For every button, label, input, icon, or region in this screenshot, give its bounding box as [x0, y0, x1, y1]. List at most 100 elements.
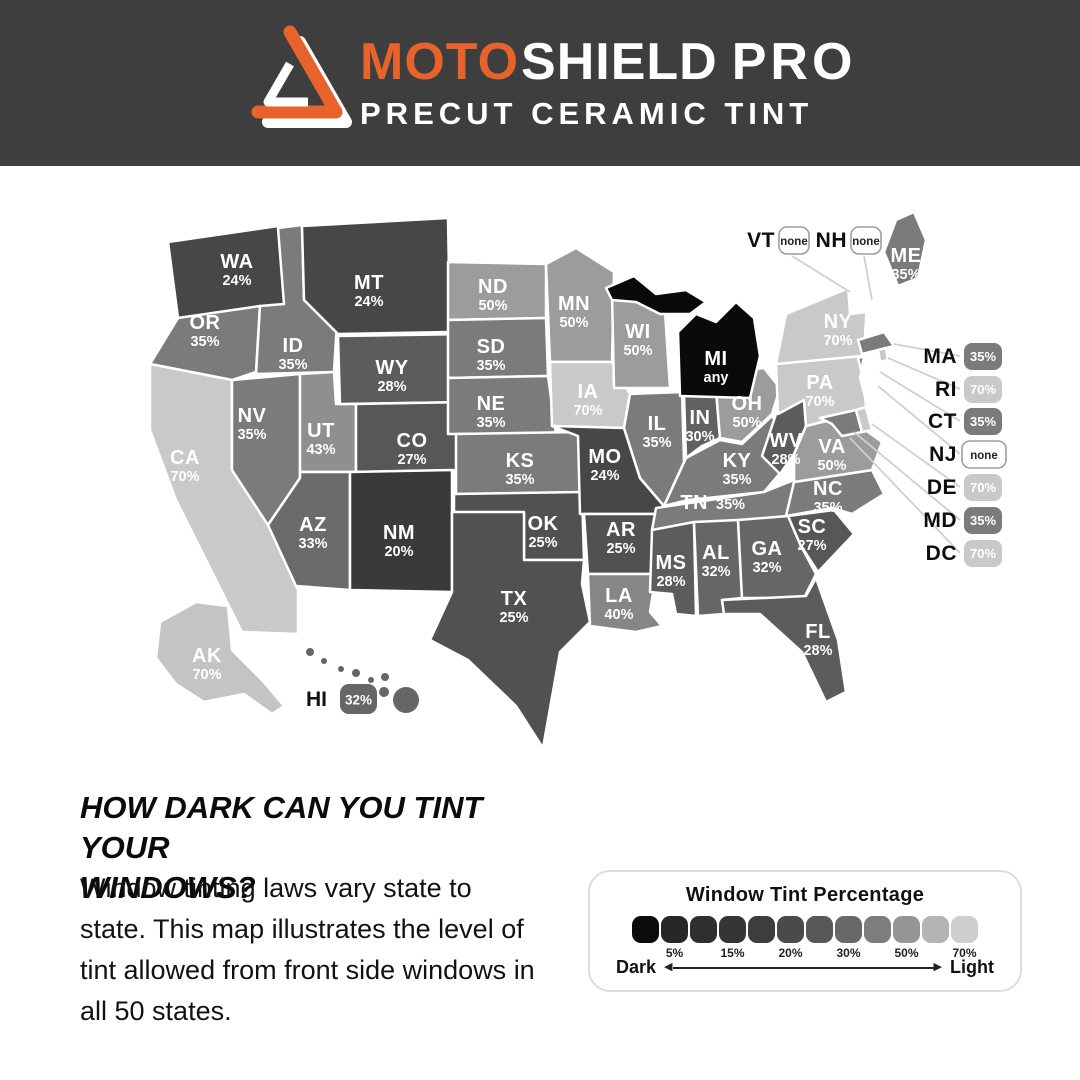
state-hi-island [381, 673, 389, 681]
state-label-nd: ND [478, 276, 508, 298]
state-label-pa: PA [806, 372, 833, 394]
legend-swatch-2 [690, 916, 717, 943]
callout-badge-dc-value: 70% [970, 546, 996, 561]
legend-swatch-11 [951, 916, 978, 943]
state-badge-hi [340, 684, 377, 714]
brand-name: MOTOSHIELD PRO [360, 36, 856, 88]
state-label-ia: IA [578, 381, 599, 403]
state-label-ks: KS [506, 450, 535, 472]
state-label-mt: MT [354, 272, 384, 294]
callout-badge-ma [964, 343, 1002, 370]
state-label-tn: TN [680, 492, 708, 514]
state-label-me: ME [891, 245, 922, 267]
state-label-va-value: 50% [817, 458, 846, 474]
state-label-wi-value: 50% [623, 343, 652, 359]
state-hi-island [379, 687, 389, 697]
callout-vt: VT [747, 229, 775, 252]
callout-leader-line [871, 423, 961, 488]
state-label-sc: SC [798, 516, 827, 538]
state-label-ar: AR [606, 519, 636, 541]
state-label-nc: NC [813, 478, 843, 500]
footer-heading: HOW DARK CAN YOU TINT YOUR WINDOWS? [80, 788, 560, 908]
state-label-ms: MS [656, 552, 687, 574]
state-ak [154, 600, 286, 716]
state-label-fl: FL [805, 621, 830, 643]
callout-md: MD [923, 509, 957, 532]
callout-badge-ct [964, 408, 1002, 435]
callout-leader-line [887, 357, 961, 390]
state-label-wv: WV [769, 430, 802, 452]
state-label-ca-value: 70% [170, 469, 199, 485]
callout-ma: MA [923, 345, 957, 368]
state-mi-upper [604, 274, 708, 316]
state-label-sd-value: 35% [476, 358, 505, 374]
brand-subtitle: PRECUT CERAMIC TINT [360, 96, 814, 131]
legend-scale-row: Dark ◀ ▶ Light [616, 957, 994, 978]
state-mt [300, 216, 452, 336]
legend-swatch-5 [777, 916, 804, 943]
brand-name-moto: MOTO [360, 33, 520, 91]
state-label-fl-value: 28% [803, 643, 832, 659]
state-label-il-value: 35% [642, 435, 671, 451]
state-hi-island [368, 677, 374, 683]
state-label-ut: UT [307, 420, 335, 442]
state-label-mi-value: any [704, 370, 729, 386]
state-label-me-value: 35% [891, 267, 920, 283]
callout-badge-dc [964, 540, 1002, 567]
state-ky [662, 414, 800, 508]
state-label-in: IN [690, 407, 711, 429]
tint-legend-card: Window Tint Percentage 5% 15% 20% 30% 50% 70%… [588, 870, 1022, 992]
legend-tick-7: 30% [836, 946, 861, 960]
state-label-ar-value: 25% [606, 541, 635, 557]
legend-tick-11: 70% [952, 946, 977, 960]
state-label-nm: NM [383, 522, 415, 544]
callout-leader-line [849, 437, 961, 554]
state-label-ok: OK [528, 513, 559, 535]
state-label-nv-value: 35% [237, 427, 266, 443]
state-label-nd-value: 50% [478, 298, 507, 314]
callout-badge-de [964, 474, 1002, 501]
state-md [818, 408, 864, 438]
us-tint-map: WA24%OR35%CA70%NV35%ID35%UT43%AZ33%MT24%… [148, 210, 1007, 750]
state-nh [860, 244, 890, 316]
state-label-or: OR [190, 312, 221, 334]
legend-title: Window Tint Percentage [685, 884, 925, 906]
callout-badge-md-value: 35% [970, 513, 996, 528]
state-label-nv: NV [238, 405, 267, 427]
state-label-ky: KY [723, 450, 752, 472]
callout-badge-vt [778, 226, 810, 255]
callout-leader-line [879, 371, 961, 422]
state-label-id-value: 35% [278, 357, 307, 373]
header-banner: MOTOSHIELD PRO PRECUT CERAMIC TINT [0, 0, 1080, 166]
state-label-pa-value: 70% [805, 394, 834, 410]
state-label-al-value: 32% [701, 564, 730, 580]
state-label-or-value: 35% [190, 334, 219, 350]
legend-swatch-0 [632, 916, 659, 943]
state-or [148, 304, 262, 382]
state-label-ia-value: 70% [573, 403, 602, 419]
callout-ct: CT [928, 410, 957, 433]
state-label-ny-value: 70% [823, 333, 852, 349]
state-label-hi: HI [306, 688, 327, 711]
state-label-wa-value: 24% [222, 273, 251, 289]
state-label-wa: WA [220, 251, 253, 273]
state-label-tx: TX [501, 588, 528, 610]
legend-tick-1: 5% [665, 946, 684, 960]
state-label-wy-value: 28% [377, 379, 406, 395]
state-label-va: VA [818, 436, 845, 458]
legend-swatch-row [590, 916, 1020, 943]
state-label-la-value: 40% [604, 607, 633, 623]
callout-badge-de-value: 70% [970, 480, 996, 495]
state-label-la: LA [605, 585, 633, 607]
state-label-nc-value: 35% [813, 500, 842, 516]
callout-nj: NJ [929, 443, 957, 466]
state-label-ga-value: 32% [752, 560, 781, 576]
state-label-mn-value: 50% [559, 315, 588, 331]
callout-de: DE [927, 476, 957, 499]
callout-nh: NH [816, 229, 847, 252]
state-tx [428, 510, 592, 750]
state-label-wy: WY [375, 357, 408, 379]
callout-badge-nh [850, 226, 882, 255]
state-hi-island [321, 658, 327, 664]
